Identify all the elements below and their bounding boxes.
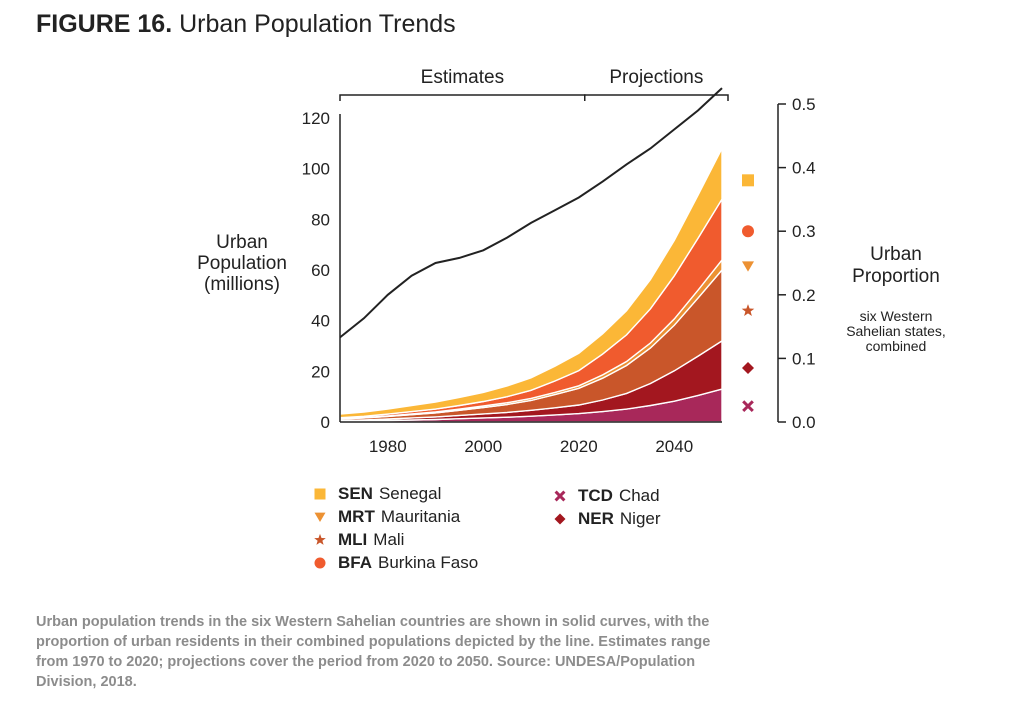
y-left-tick-label: 80 — [311, 210, 330, 229]
y-right-axis-title: Proportion — [852, 266, 940, 287]
legend-code: SEN — [338, 484, 373, 503]
y-left-axis-title: Urban — [216, 232, 268, 253]
legend-country-name: Chad — [618, 486, 660, 505]
y-right-tick-label: 0.5 — [792, 95, 816, 114]
marker-sen — [742, 174, 754, 187]
legend-item-mrt: MRT Mauritania — [312, 507, 460, 527]
y-left-tick-label: 120 — [302, 109, 330, 128]
y-left-tick-label: 40 — [311, 312, 330, 331]
legend-country-name: Senegal — [378, 484, 442, 503]
legend-marker-square-icon — [314, 488, 326, 500]
urban-proportion-line — [339, 87, 723, 339]
x-tick-label: 2020 — [560, 437, 598, 456]
y-right-tick-label: 0.0 — [792, 413, 816, 432]
period-label-projections: Projections — [609, 67, 703, 88]
legend-item-mli: MLI Mali — [312, 530, 404, 550]
legend-code: TCD — [578, 486, 613, 505]
y-right-axis-subtitle: six Western — [860, 308, 933, 324]
y-right-tick-label: 0.1 — [792, 349, 816, 368]
y-right-tick-label: 0.3 — [792, 222, 816, 241]
legend-marker-circle-icon — [314, 557, 326, 569]
y-left-tick-label: 100 — [302, 160, 330, 179]
y-right-tick-label: 0.4 — [792, 159, 816, 178]
y-right-axis-subtitle: Sahelian states, — [846, 323, 946, 339]
period-label-estimates: Estimates — [421, 67, 504, 88]
legend-marker-diamond-icon — [554, 513, 566, 525]
period-bracket-estimates — [339, 94, 586, 101]
y-left-tick-label: 60 — [311, 261, 330, 280]
legend: SEN Senegal MRT Mauritania MLI Mali BFA Burkina… — [312, 484, 732, 580]
legend-marker-shape — [314, 488, 326, 500]
legend-country-name: Niger — [619, 509, 661, 528]
y-right-axis-subtitle: combined — [866, 338, 927, 354]
figure-title: FIGURE 16. Urban Population Trends — [36, 10, 456, 39]
y-right-tick-label: 0.2 — [792, 286, 816, 305]
legend-code: NER — [578, 509, 614, 528]
legend-country-name: Burkina Faso — [378, 553, 479, 572]
period-brackets: Estimates Projections — [339, 67, 729, 101]
legend-marker-shape — [554, 513, 566, 525]
legend-marker-shape — [314, 557, 326, 569]
legend-marker-shape — [314, 512, 326, 522]
area-sen — [339, 148, 723, 419]
y-left-tick-label: 0 — [321, 413, 330, 432]
legend-marker-shape — [554, 490, 566, 502]
x-tick-label: 1980 — [369, 437, 407, 456]
proportion-line-layer — [339, 87, 723, 339]
legend-marker-star-icon — [314, 533, 326, 545]
legend-item-tcd: TCD Chad — [552, 486, 660, 506]
legend-item-ner: NER Niger — [552, 509, 661, 529]
legend-item-sen: SEN Senegal — [312, 484, 441, 504]
marker-mrt — [742, 261, 754, 272]
legend-country-name: Mauritania — [380, 507, 461, 526]
figure-caption: Urban population trends in the six Weste… — [36, 614, 711, 690]
legend-code: MRT — [338, 507, 375, 526]
marker-bfa — [742, 225, 754, 238]
y-left-tick-label: 20 — [311, 362, 330, 381]
legend-country-name: Mali — [373, 530, 405, 549]
legend-marker-triangle-down-icon — [314, 512, 326, 522]
legend-marker-shape — [314, 533, 326, 545]
y-right-axis-title: Urban — [870, 244, 922, 265]
legend-code: BFA — [338, 553, 372, 572]
legend-code: MLI — [338, 530, 368, 549]
marker-mli — [741, 304, 755, 316]
period-bracket-projections — [584, 94, 729, 101]
legend-item-bfa: BFA Burkina Faso — [312, 553, 478, 573]
x-tick-label: 2040 — [655, 437, 693, 456]
figure-label: FIGURE 16. — [36, 10, 173, 38]
marker-tcd — [742, 400, 754, 412]
series-markers — [741, 174, 755, 412]
x-tick-label: 2000 — [464, 437, 502, 456]
legend-marker-x-icon — [554, 490, 566, 502]
y-left-axis-title: (millions) — [204, 274, 280, 295]
stacked-areas — [339, 148, 723, 423]
marker-ner — [742, 361, 754, 374]
y-left-axis-title: Population — [197, 253, 287, 274]
figure-title-text: Urban Population Trends — [179, 10, 456, 38]
